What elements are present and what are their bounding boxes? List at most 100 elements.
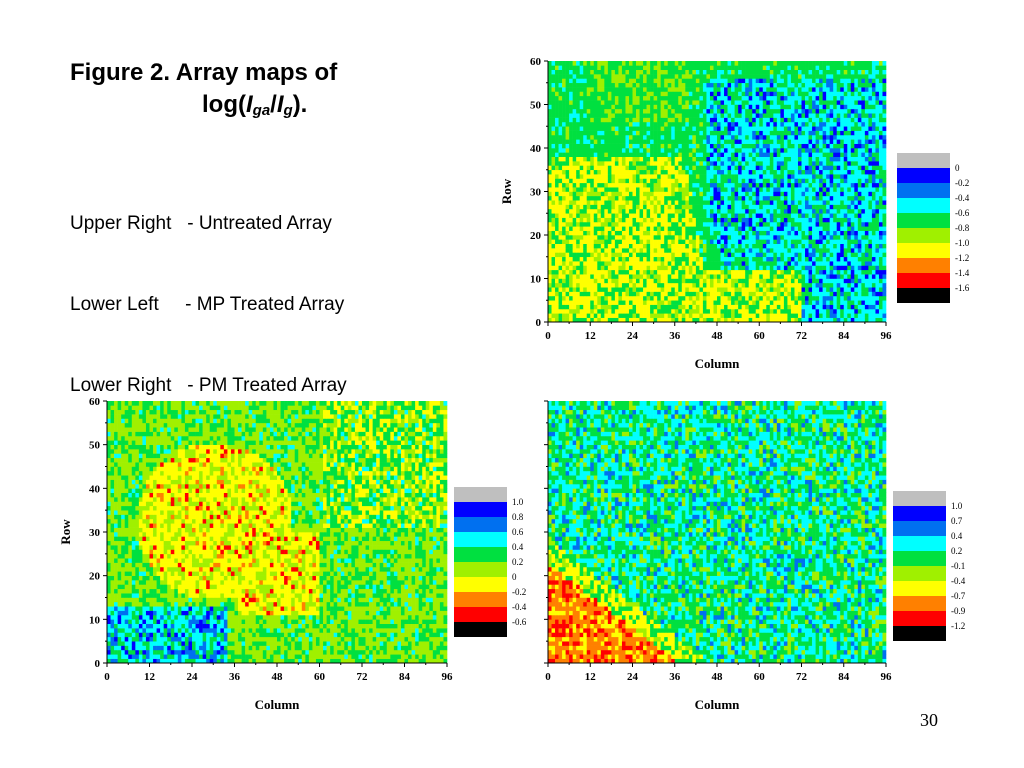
heatmap-cell (829, 152, 834, 157)
heatmap-cell (604, 304, 609, 310)
heatmap-cell (720, 265, 725, 271)
heatmap-cell (794, 304, 799, 310)
heatmap-cell (678, 100, 683, 105)
heatmap-cell (882, 274, 887, 279)
heatmap-cell (646, 291, 651, 297)
heatmap-cell (565, 134, 570, 140)
heatmap-cell (808, 269, 813, 275)
heatmap-cell (836, 256, 841, 262)
heatmap-cell (646, 126, 651, 131)
heatmap-cell (583, 213, 588, 218)
heatmap-cell (607, 282, 612, 288)
heatmap-cell (759, 165, 764, 171)
heatmap-cell (632, 200, 637, 205)
heatmap-cell (667, 156, 672, 162)
heatmap-cell (822, 317, 827, 323)
heatmap-cell (699, 126, 704, 131)
heatmap-cell (593, 174, 598, 179)
heatmap-cell (586, 235, 591, 240)
heatmap-cell (741, 304, 746, 310)
heatmap-cell (555, 252, 559, 258)
heatmap-cell (674, 191, 679, 197)
heatmap-cell (805, 113, 809, 118)
heatmap-cell (840, 121, 845, 127)
heatmap-cell (787, 243, 792, 249)
heatmap-cell (664, 130, 669, 136)
heatmap-cell (752, 174, 757, 179)
heatmap-cell (590, 300, 595, 305)
heatmap-cell (664, 291, 669, 297)
heatmap-cell (548, 143, 552, 149)
heatmap-cell (667, 235, 672, 240)
heatmap-cell (597, 269, 602, 275)
heatmap-cell (604, 252, 609, 258)
heatmap-cell (741, 191, 746, 197)
heatmap-cell (646, 317, 651, 323)
heatmap-cell (706, 134, 711, 140)
heatmap-cell (812, 161, 816, 166)
heatmap-cell (864, 134, 869, 140)
heatmap-cell (692, 208, 697, 214)
heatmap-cell (805, 308, 809, 314)
heatmap-cell (643, 165, 647, 171)
heatmap-cell (833, 152, 838, 157)
heatmap-cell (657, 161, 661, 166)
heatmap-cell (639, 235, 644, 240)
heatmap-cell (783, 243, 788, 249)
heatmap-cell (576, 235, 580, 240)
heatmap-cell (812, 178, 816, 184)
heatmap-cell (597, 221, 602, 227)
heatmap-cell (801, 239, 806, 244)
heatmap-cell (579, 287, 584, 292)
heatmap-cell (801, 248, 806, 253)
heatmap-cell (600, 191, 605, 197)
heatmap-cell (695, 143, 700, 149)
heatmap-cell (850, 200, 855, 205)
heatmap-cell (808, 243, 813, 249)
heatmap-cell (611, 152, 616, 157)
heatmap-cell (776, 178, 781, 184)
heatmap-cell (572, 269, 577, 275)
heatmap-cell (671, 182, 676, 188)
heatmap-cell (600, 274, 605, 279)
heatmap-cell (590, 265, 595, 271)
heatmap-cell (787, 174, 792, 179)
heatmap-cell (752, 261, 757, 266)
heatmap-cell (822, 295, 827, 301)
heatmap-cell (618, 104, 623, 110)
heatmap-cell (836, 230, 841, 236)
heatmap-cell (667, 282, 672, 288)
heatmap-cell (748, 130, 753, 136)
heatmap-cell (755, 313, 760, 318)
heatmap-cell (833, 274, 838, 279)
heatmap-cell (600, 148, 605, 153)
heatmap-cell (590, 256, 595, 262)
heatmap-cell (762, 134, 767, 140)
heatmap-cell (671, 239, 676, 244)
heatmap-cell (565, 165, 570, 171)
heatmap-cell (632, 191, 637, 197)
heatmap-cell (826, 261, 830, 266)
heatmap-cell (660, 317, 665, 323)
heatmap-cell (808, 195, 813, 201)
heatmap-cell (699, 230, 704, 236)
heatmap-cell (882, 248, 887, 253)
heatmap-cell (650, 208, 654, 214)
heatmap-cell (731, 304, 735, 310)
heatmap-cell (769, 195, 774, 201)
heatmap-cell (815, 139, 820, 144)
heatmap-cell (699, 139, 704, 144)
heatmap-cell (776, 308, 781, 314)
heatmap-cell (625, 291, 630, 297)
heatmap-cell (572, 282, 577, 288)
heatmap-cell (741, 300, 746, 305)
heatmap-cell (600, 130, 605, 136)
heatmap-cell (766, 248, 771, 253)
heatmap-cell (621, 213, 626, 218)
heatmap-cell (709, 117, 714, 123)
heatmap-cell (688, 95, 693, 101)
heatmap-cell (572, 317, 577, 323)
heatmap-cell (639, 308, 644, 314)
heatmap-cell (783, 300, 788, 305)
heatmap-cell (600, 291, 605, 297)
